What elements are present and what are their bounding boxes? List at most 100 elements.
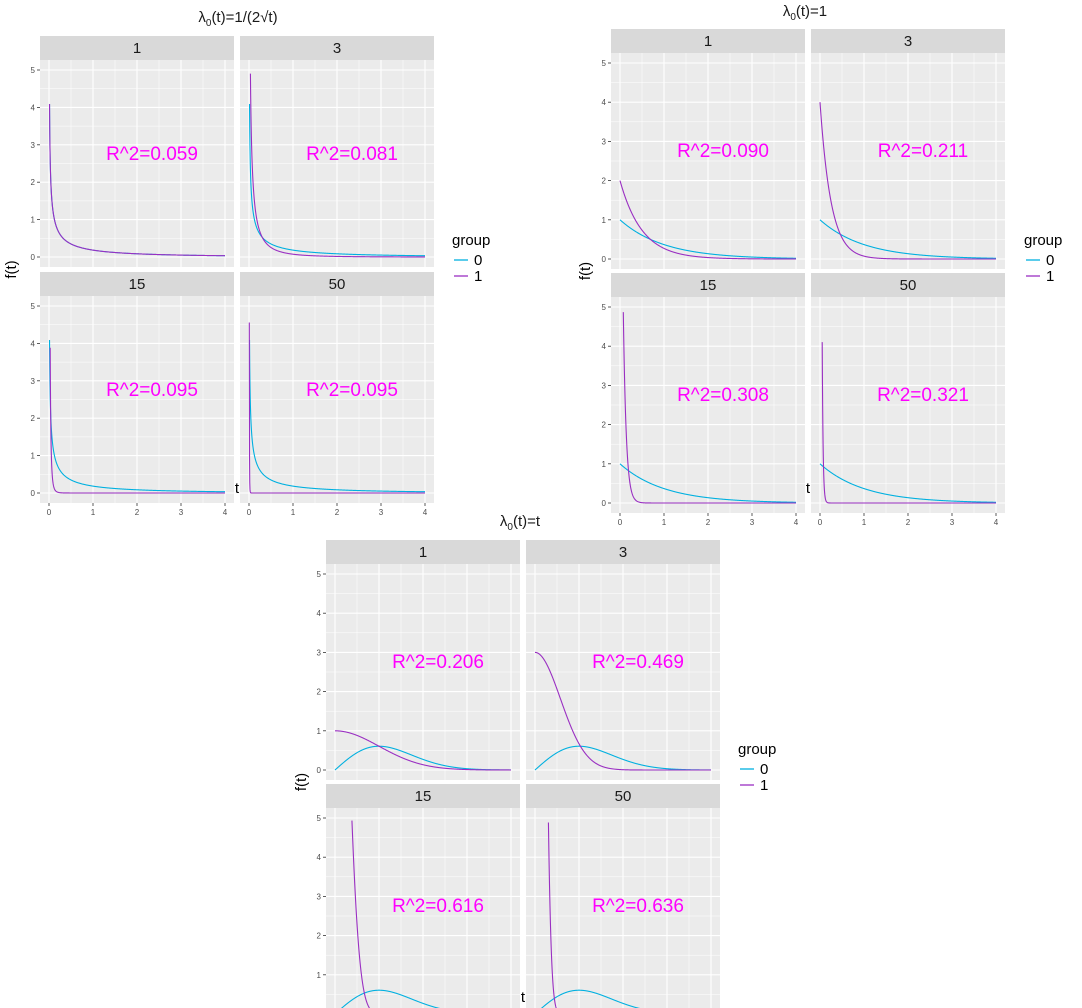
facet-strip: [326, 784, 520, 808]
x-tick-label: 2: [906, 518, 911, 527]
x-tick-label: 1: [291, 508, 296, 517]
y-tick-label: 2: [31, 178, 36, 187]
x-tick-label: 1: [662, 518, 667, 527]
facet-label: 1: [704, 33, 712, 50]
facet-panel: 50 0 1 2 3 4 R^2=0.095: [240, 272, 434, 517]
series-line-group-1: [619, 180, 796, 260]
legend: group 01: [738, 741, 776, 794]
title-symbol: λ: [783, 3, 791, 20]
series-line-group-1: [335, 730, 511, 771]
legend: group 01: [1024, 232, 1062, 285]
facet-label: 3: [333, 40, 341, 57]
facet-label: 15: [700, 277, 717, 294]
title-rest: (t)=1: [796, 3, 827, 20]
x-tick-label: 0: [247, 508, 252, 517]
y-tick-label: 2: [317, 932, 322, 941]
facet-panel: 3 R^2=0.081: [240, 36, 434, 267]
series-line-group-0: [819, 219, 996, 259]
facet-label: 50: [329, 276, 346, 293]
facet-panel: 1 0 1 2 3 4 5 R^2=0.059: [31, 36, 234, 267]
x-axis-label: t: [521, 989, 526, 1006]
y-tick-label: 2: [31, 414, 36, 423]
x-tick-label: 2: [706, 518, 711, 527]
series-line-group-1: [819, 102, 996, 260]
x-tick-label: 3: [950, 518, 955, 527]
x-axis-label: t: [235, 480, 240, 497]
x-tick-label: 0: [618, 518, 623, 527]
y-tick-label: 0: [317, 766, 322, 775]
y-tick-label: 4: [31, 103, 36, 112]
facet-label: 50: [900, 277, 917, 294]
facet-strip: [240, 36, 434, 60]
facet-label: 1: [133, 40, 141, 57]
facet-panel: 3 R^2=0.211: [811, 29, 1005, 269]
y-tick-label: 0: [31, 489, 36, 498]
legend-title: group: [738, 741, 776, 758]
y-tick-label: 1: [602, 216, 607, 225]
facet-label: 50: [615, 788, 632, 805]
y-tick-label: 3: [31, 377, 36, 386]
x-tick-label: 3: [379, 508, 384, 517]
r2-annotation: R^2=0.095: [306, 380, 398, 401]
x-tick-label: 1: [862, 518, 867, 527]
y-tick-label: 2: [602, 177, 607, 186]
y-tick-label: 4: [602, 342, 607, 351]
x-tick-label: 4: [794, 518, 799, 527]
plot-title: λ0(t)=1: [783, 3, 827, 23]
x-tick-label: 3: [750, 518, 755, 527]
y-tick-label: 4: [317, 853, 322, 862]
plot-2: λ0(t)=11012345R^2=0.0903R^2=0.2111501234…: [577, 3, 1062, 527]
r2-annotation: R^2=0.090: [677, 141, 769, 162]
title-rest: (t)=1/(2√t): [211, 9, 277, 26]
legend-label-1: 1: [1046, 268, 1054, 285]
facet-strip: [611, 29, 805, 53]
x-tick-label: 4: [423, 508, 428, 517]
y-tick-label: 3: [317, 648, 322, 657]
facet-panel: 3 R^2=0.469: [526, 540, 720, 780]
plot-3: λ0(t)=t1012345R^2=0.2063R^2=0.4691501234…: [293, 513, 776, 1008]
x-tick-label: 0: [818, 518, 823, 527]
facet-label: 3: [904, 33, 912, 50]
r2-annotation: R^2=0.081: [306, 144, 398, 165]
legend-label-0: 0: [760, 761, 768, 778]
facet-label: 15: [129, 276, 146, 293]
facet-panel: 15 0 1 2 3 4 5 0 1 2 3 4 R^2=0.308: [602, 273, 805, 527]
facet-strip: [526, 784, 720, 808]
x-axis-label: t: [806, 480, 811, 497]
series-line-group-1: [248, 322, 425, 494]
title-subscript: 0: [507, 522, 513, 533]
r2-annotation: R^2=0.059: [106, 144, 198, 165]
y-tick-label: 4: [317, 609, 322, 618]
facet-strip: [40, 272, 234, 296]
title-subscript: 0: [206, 18, 212, 29]
facet-panel: 15 0 1 2 3 4 5 0 1 2 3 4 R^2=0.095: [31, 272, 234, 517]
x-tick-label: 4: [994, 518, 999, 527]
y-tick-label: 5: [602, 303, 607, 312]
series-line-group-0: [619, 463, 796, 503]
y-tick-label: 3: [602, 381, 607, 390]
x-tick-label: 2: [335, 508, 340, 517]
legend-label-0: 0: [474, 252, 482, 269]
r2-annotation: R^2=0.308: [677, 385, 769, 406]
legend-title: group: [1024, 232, 1062, 249]
series-line-group-0: [248, 103, 425, 257]
facet-panel: 1 0 1 2 3 4 5 R^2=0.090: [602, 29, 805, 269]
r2-annotation: R^2=0.469: [592, 652, 684, 673]
y-tick-label: 1: [31, 452, 36, 461]
series-line-group-0: [248, 339, 425, 493]
facet-strip: [811, 273, 1005, 297]
y-tick-label: 3: [317, 892, 322, 901]
title-symbol: λ: [500, 513, 508, 530]
y-tick-label: 4: [602, 98, 607, 107]
facet-label: 1: [419, 544, 427, 561]
x-tick-label: 2: [135, 508, 140, 517]
y-tick-label: 2: [317, 688, 322, 697]
y-tick-label: 5: [317, 570, 322, 579]
series-line-group-1: [49, 347, 225, 494]
y-tick-label: 0: [602, 499, 607, 508]
y-tick-label: 5: [602, 59, 607, 68]
r2-annotation: R^2=0.321: [877, 385, 969, 406]
plot-title: λ0(t)=t: [500, 513, 541, 533]
